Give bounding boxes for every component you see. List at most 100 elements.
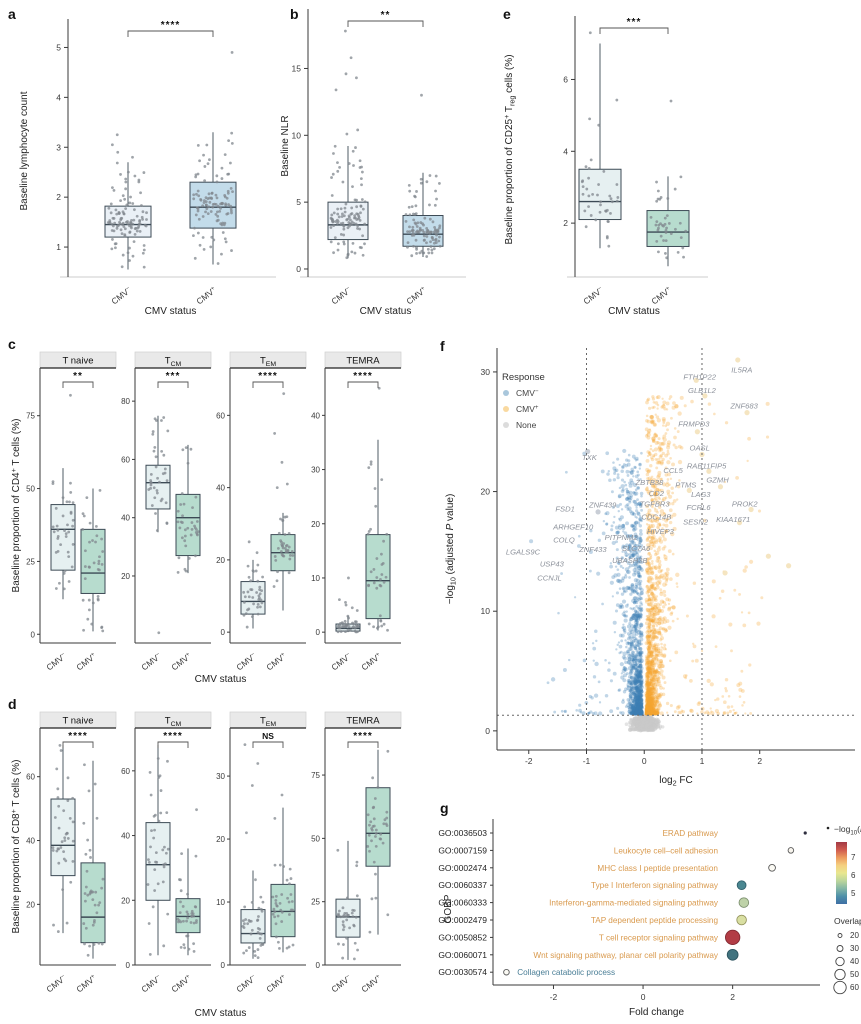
jitter-points — [176, 446, 200, 574]
svg-text:40: 40 — [311, 411, 320, 420]
panel-b-nlr-boxplot: 0 5 10 15 Baseline NLR CMV− CMV+ ** CMV status — [278, 4, 468, 326]
svg-text:TEM: TEM — [260, 716, 276, 729]
sig-bracket: ** — [62, 371, 94, 388]
svg-text:60: 60 — [216, 411, 225, 420]
x-axis-title: CMV status — [195, 1008, 247, 1019]
facet-axes: 20 40 60 — [26, 728, 116, 966]
panel-label-c: c — [8, 336, 16, 352]
svg-text:10: 10 — [292, 130, 302, 140]
svg-text:20: 20 — [216, 835, 225, 844]
x-tick-label: CMV− — [139, 650, 161, 672]
svg-text:75: 75 — [26, 412, 35, 421]
jitter-points — [366, 386, 389, 632]
svg-text:**: ** — [381, 10, 391, 21]
x-tick-label: CMV− — [329, 972, 351, 994]
jitter-points — [82, 763, 105, 957]
panel-g-go-dotplot: -2 0 2 Fold change GOBP GO:0036503 ERAD pathwa… — [436, 788, 861, 1024]
svg-text:***: *** — [627, 17, 642, 28]
svg-text:40: 40 — [121, 832, 130, 841]
y-axis-title: GOBP — [443, 894, 454, 923]
svg-text:6: 6 — [563, 74, 568, 84]
box-group-cmv-neg — [145, 415, 171, 533]
highlight-dot — [702, 393, 708, 399]
jitter-points — [192, 51, 234, 265]
facet-0: T naive 0 25 50 75 CMV− CMV+ ** — [26, 351, 117, 672]
svg-text:CMV+: CMV+ — [404, 284, 428, 306]
highlight-dot — [744, 410, 750, 416]
svg-text:30: 30 — [311, 466, 320, 475]
svg-text:CMV−: CMV− — [44, 972, 68, 994]
x-tick-label: CMV+ — [649, 284, 671, 306]
facet-axes: 0 25 50 75 — [26, 368, 116, 644]
highlight-dot — [717, 484, 724, 490]
svg-text:CMV+: CMV+ — [169, 972, 193, 994]
jitter-points — [336, 576, 360, 634]
x-tick-label: CMV− — [329, 650, 351, 672]
svg-text:2: 2 — [563, 218, 568, 228]
jitter-points — [242, 540, 264, 629]
svg-text:15: 15 — [292, 63, 302, 73]
panel-label-e: e — [503, 6, 511, 22]
facet-axes: 0 20 40 60 — [121, 728, 211, 970]
svg-text:0: 0 — [316, 961, 321, 970]
go-row: GO:0060337 Type I Interferon signaling pa… — [438, 880, 747, 890]
panel-f-volcano-plot: 0 10 20 30 -2 -1 0 1 2 −log10 (adjusted P value) l… — [436, 334, 861, 788]
svg-text:60: 60 — [121, 455, 130, 464]
svg-text:CMV status: CMV status — [360, 306, 412, 317]
jitter-points — [271, 793, 295, 950]
jitter-points — [404, 93, 442, 258]
panel-e-treg-boxplot: 2 4 6 Baseline proportion of CD25+ Treg cel… — [495, 4, 710, 326]
facet-axes: 0 20 40 60 — [216, 368, 306, 644]
box-group-cmv-neg — [50, 744, 76, 934]
e-svg: 2 4 6 Baseline proportion of CD25+ Treg cel… — [502, 16, 708, 317]
guide-lines — [497, 348, 855, 750]
svg-text:2: 2 — [56, 192, 61, 202]
volcano-point-cloud — [529, 394, 770, 733]
highlight-dot — [735, 357, 741, 363]
go-row: GO:0050852 T cell receptor signaling path… — [438, 929, 741, 946]
g-svg: -2 0 2 Fold change GOBP GO:0036503 ERAD pathwa… — [438, 819, 861, 1018]
svg-text:Baseline lymphocyte count: Baseline lymphocyte count — [19, 91, 30, 210]
svg-text:****: **** — [353, 731, 373, 742]
y-axis-title: Baseline proportion of CD8+ T cells (%) — [9, 760, 22, 934]
jitter-points — [147, 416, 170, 635]
box-group-cmv-neg — [327, 146, 369, 259]
panel-label-f: f — [440, 338, 445, 354]
svg-text:50: 50 — [26, 485, 35, 494]
facet-axes: 20 40 60 80 — [121, 368, 211, 644]
x-tick-label: CMV− — [234, 650, 256, 672]
highlight-dot — [595, 509, 601, 515]
svg-text:4: 4 — [563, 146, 568, 156]
svg-text:****: **** — [353, 371, 373, 382]
svg-text:CMV+: CMV+ — [264, 650, 288, 672]
svg-text:0: 0 — [296, 264, 301, 274]
y-axis-title: Baseline lymphocyte count — [19, 91, 30, 210]
facet-strip: TEM — [229, 351, 307, 369]
x-tick-label: CMV+ — [359, 650, 381, 672]
svg-text:10: 10 — [216, 898, 225, 907]
svg-text:60: 60 — [26, 773, 35, 782]
svg-text:TCM: TCM — [165, 716, 182, 729]
y-axis-title: Baseline proportion of CD4+ T cells (%) — [9, 419, 22, 593]
x-tick-label: CMV− — [329, 284, 351, 306]
svg-text:0: 0 — [126, 961, 131, 970]
facet-strip: T naive — [39, 351, 117, 369]
svg-text:CMV−: CMV− — [109, 284, 133, 306]
svg-text:5: 5 — [296, 197, 301, 207]
facet-1: TCM 0 20 40 60 CMV− CMV+ **** — [121, 711, 212, 994]
sig-bracket: **** — [347, 371, 379, 388]
facet-1: TCM 20 40 60 80 CMV− CMV+ *** — [121, 351, 212, 672]
box-group-cmv-pos — [270, 807, 296, 953]
jitter-points — [241, 743, 265, 959]
svg-text:10: 10 — [311, 574, 320, 583]
svg-text:****: **** — [258, 371, 278, 382]
svg-text:0: 0 — [316, 628, 321, 637]
svg-text:80: 80 — [121, 397, 130, 406]
sig-bracket: NS — [252, 731, 284, 748]
svg-text:CMV status: CMV status — [195, 1008, 247, 1019]
svg-text:CMV status: CMV status — [195, 674, 247, 685]
svg-text:Baseline proportion of CD4+ T: Baseline proportion of CD4+ T cells (%) — [9, 419, 22, 593]
svg-text:CMV−: CMV− — [234, 972, 258, 994]
